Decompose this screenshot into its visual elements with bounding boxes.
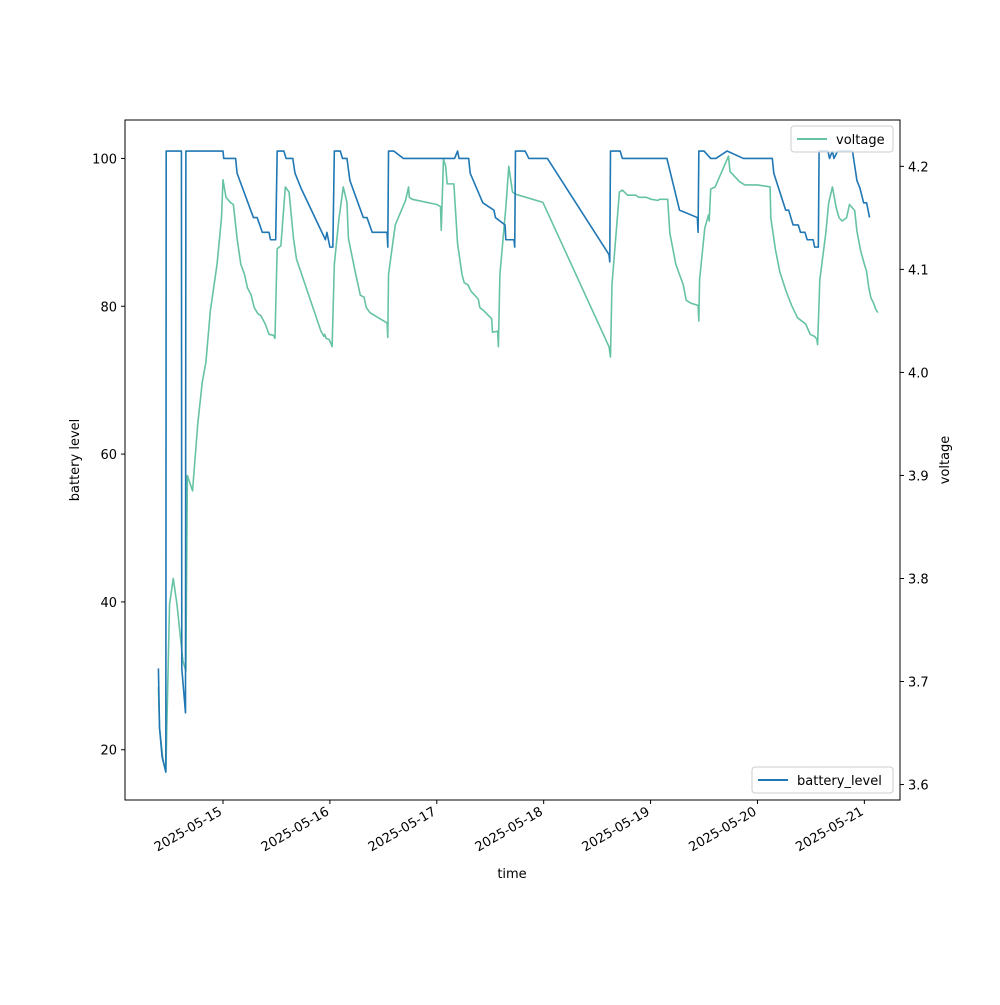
y2-tick-label: 4.2 [908, 160, 929, 175]
y2-tick-label: 3.7 [908, 676, 929, 691]
x-tick-label: 2025-05-16 [259, 804, 332, 855]
y2-axis-label: voltage [938, 436, 953, 485]
x-axis-label: time [497, 867, 526, 882]
legend-battery-label: battery_level [797, 774, 882, 789]
y-tick-label: 20 [100, 744, 117, 759]
x-tick-label: 2025-05-17 [366, 804, 439, 855]
legend-voltage-box [790, 125, 894, 153]
y-tick-label: 40 [100, 596, 117, 611]
series-line-battery-level [157, 150, 871, 773]
y-axis-right: 3.6 3.7 3.8 3.9 4.0 4.1 4.2 [900, 160, 929, 794]
y-axis-label: battery level [68, 419, 83, 502]
x-tick-label: 2025-05-15 [152, 804, 225, 855]
series-line-voltage [157, 155, 879, 773]
x-tick-label: 2025-05-21 [793, 804, 866, 855]
legend-voltage-label: voltage [836, 133, 885, 148]
x-axis: 2025-05-15 2025-05-16 2025-05-17 2025-05-18… [152, 800, 866, 855]
y2-tick-label: 4.1 [908, 263, 929, 278]
y-tick-label: 100 [92, 152, 117, 167]
y2-tick-label: 3.9 [908, 469, 929, 484]
legend-battery: battery_level [751, 766, 894, 794]
x-tick-label: 2025-05-20 [687, 804, 760, 855]
y2-tick-label: 3.6 [908, 779, 929, 794]
legend-voltage: voltage [790, 125, 894, 153]
legend-battery-box [751, 766, 894, 794]
y-tick-label: 60 [100, 448, 117, 463]
y2-tick-label: 4.0 [908, 366, 929, 381]
plot-area-frame [124, 119, 901, 801]
y2-tick-label: 3.8 [908, 572, 929, 587]
y-tick-label: 80 [100, 300, 117, 315]
x-tick-label: 2025-05-18 [473, 804, 546, 855]
y-axis-left: 20 40 60 80 100 [92, 152, 125, 759]
x-tick-label: 2025-05-19 [580, 804, 653, 855]
lines-layer [157, 150, 879, 773]
